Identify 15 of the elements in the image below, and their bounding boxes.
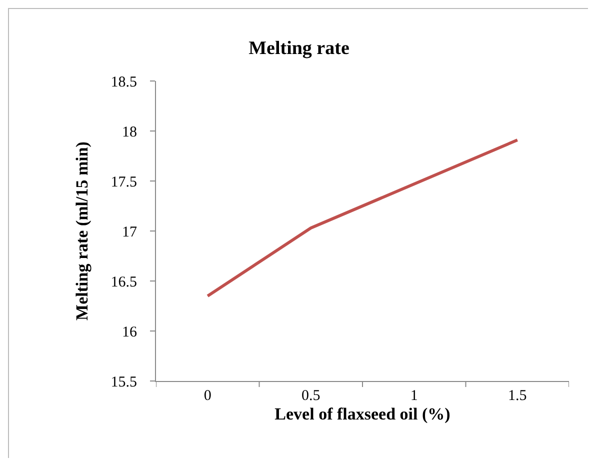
x-tick-label: 0.5 [302,388,320,404]
x-tick-label: 1 [410,388,418,404]
y-tick-label: 18.5 [110,74,137,90]
line-series [206,138,519,298]
y-tick-label: 17.5 [110,174,137,190]
x-tick-label: 1.5 [508,388,527,404]
y-tick-label: 17 [122,224,138,240]
x-axis-title: Level of flaxseed oil (%) [274,404,450,424]
y-axis-title: Melting rate (ml/15 min) [72,142,92,320]
chart-title: Melting rate [248,38,350,59]
y-tick-label: 16.5 [110,274,137,290]
y-tick-label: 15.5 [110,374,137,390]
y-tick-label: 16 [122,324,138,340]
y-tick-label: 18 [122,124,137,140]
x-tick-label: 0 [204,388,212,404]
